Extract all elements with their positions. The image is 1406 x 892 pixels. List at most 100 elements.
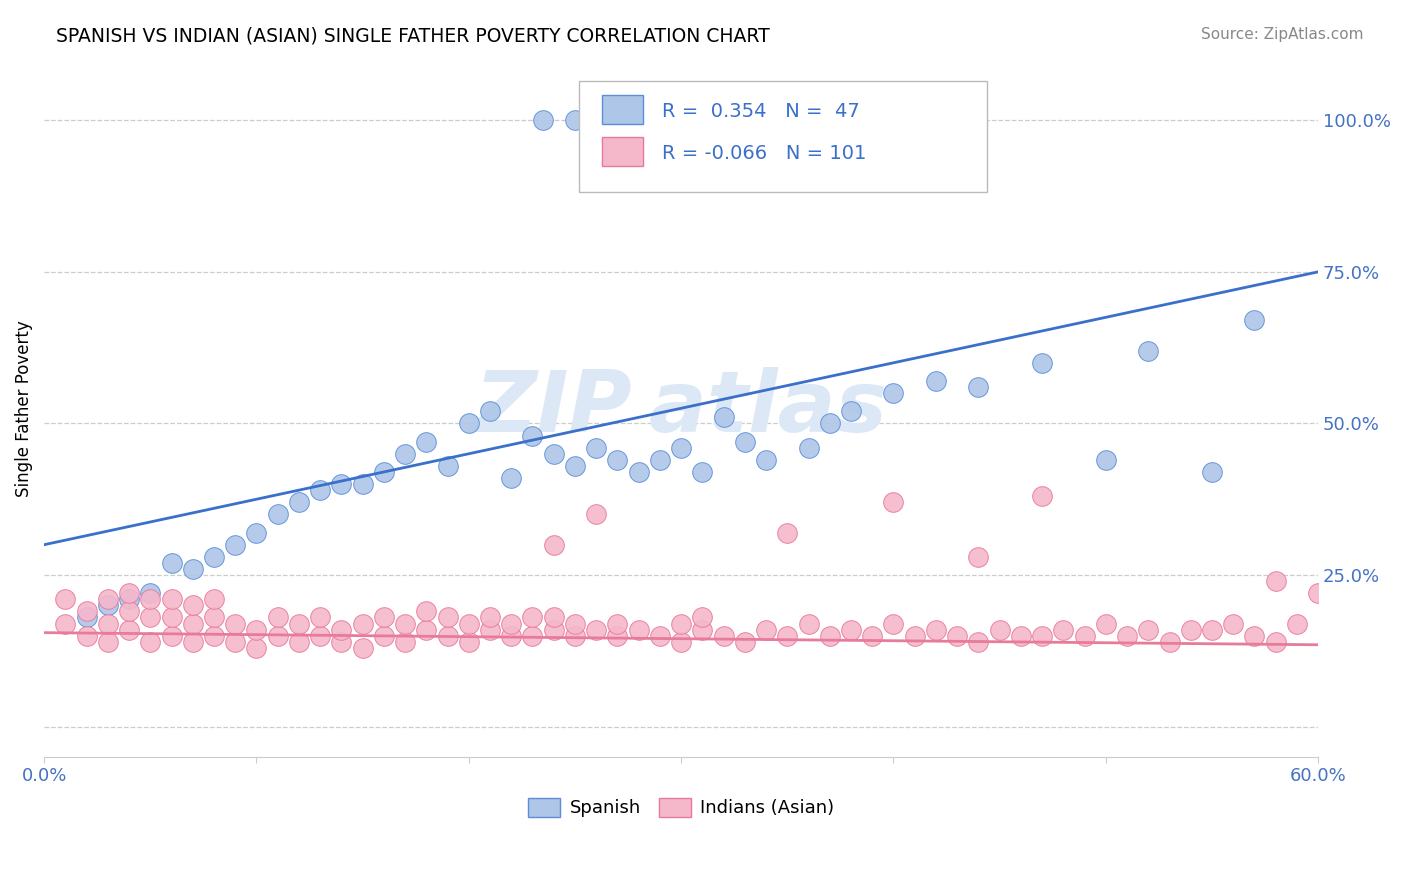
Point — [606, 629, 628, 643]
Point — [776, 525, 799, 540]
Point — [373, 465, 395, 479]
Point — [713, 410, 735, 425]
Point — [531, 113, 554, 128]
Point — [202, 592, 225, 607]
Point — [669, 441, 692, 455]
Point — [266, 629, 288, 643]
Point — [97, 616, 120, 631]
Point — [181, 616, 204, 631]
Point — [1308, 586, 1330, 600]
Point — [288, 634, 311, 648]
Point — [118, 623, 141, 637]
Point — [1116, 629, 1139, 643]
Point — [1222, 616, 1244, 631]
Point — [543, 538, 565, 552]
Point — [501, 616, 523, 631]
Point — [373, 610, 395, 624]
Point — [1052, 623, 1074, 637]
Point — [479, 610, 502, 624]
Point — [967, 634, 990, 648]
Point — [564, 629, 586, 643]
Point — [1243, 629, 1265, 643]
Point — [1243, 313, 1265, 327]
Legend: Spanish, Indians (Asian): Spanish, Indians (Asian) — [520, 791, 842, 824]
Point — [118, 604, 141, 618]
Point — [266, 610, 288, 624]
Point — [627, 623, 650, 637]
Point — [373, 629, 395, 643]
Point — [436, 458, 458, 473]
Point — [457, 616, 479, 631]
Point — [797, 616, 820, 631]
Point — [181, 634, 204, 648]
Point — [734, 434, 756, 449]
Point — [692, 465, 714, 479]
Point — [967, 549, 990, 564]
Point — [288, 495, 311, 509]
Point — [648, 452, 671, 467]
Point — [818, 629, 841, 643]
Text: R =  0.354   N =  47: R = 0.354 N = 47 — [662, 103, 859, 121]
Point — [53, 616, 76, 631]
Point — [692, 623, 714, 637]
Point — [1010, 629, 1032, 643]
Point — [776, 629, 799, 643]
Point — [543, 447, 565, 461]
Point — [394, 634, 416, 648]
Point — [160, 592, 183, 607]
Point — [118, 592, 141, 607]
Point — [181, 562, 204, 576]
Point — [160, 610, 183, 624]
Point — [415, 623, 437, 637]
Point — [288, 616, 311, 631]
Point — [457, 634, 479, 648]
Point — [245, 525, 267, 540]
Point — [734, 634, 756, 648]
Point — [1285, 616, 1308, 631]
Point — [564, 458, 586, 473]
Point — [1201, 623, 1223, 637]
FancyBboxPatch shape — [602, 95, 643, 125]
Point — [925, 623, 948, 637]
Point — [202, 610, 225, 624]
Point — [224, 616, 246, 631]
Point — [1031, 489, 1053, 503]
Point — [501, 629, 523, 643]
Point — [1031, 629, 1053, 643]
FancyBboxPatch shape — [602, 137, 643, 166]
Point — [97, 599, 120, 613]
Point — [522, 610, 544, 624]
Point — [330, 623, 353, 637]
Point — [415, 434, 437, 449]
Point — [139, 634, 162, 648]
Point — [1137, 623, 1160, 637]
Point — [713, 629, 735, 643]
Point — [352, 477, 374, 491]
Point — [97, 592, 120, 607]
Point — [946, 629, 969, 643]
Point — [76, 629, 98, 643]
Point — [692, 610, 714, 624]
Point — [669, 634, 692, 648]
Point — [181, 599, 204, 613]
Point — [839, 623, 862, 637]
Point — [585, 623, 607, 637]
Point — [309, 610, 332, 624]
Point — [564, 616, 586, 631]
Point — [648, 629, 671, 643]
Point — [330, 634, 353, 648]
Point — [1180, 623, 1202, 637]
Text: SPANISH VS INDIAN (ASIAN) SINGLE FATHER POVERTY CORRELATION CHART: SPANISH VS INDIAN (ASIAN) SINGLE FATHER … — [56, 27, 770, 45]
Point — [839, 404, 862, 418]
Point — [564, 113, 586, 128]
Point — [309, 483, 332, 497]
Point — [436, 629, 458, 643]
Point — [118, 586, 141, 600]
Point — [76, 610, 98, 624]
Point — [606, 452, 628, 467]
Point — [627, 465, 650, 479]
Point — [352, 640, 374, 655]
Point — [882, 386, 904, 401]
Point — [202, 549, 225, 564]
Point — [1264, 634, 1286, 648]
